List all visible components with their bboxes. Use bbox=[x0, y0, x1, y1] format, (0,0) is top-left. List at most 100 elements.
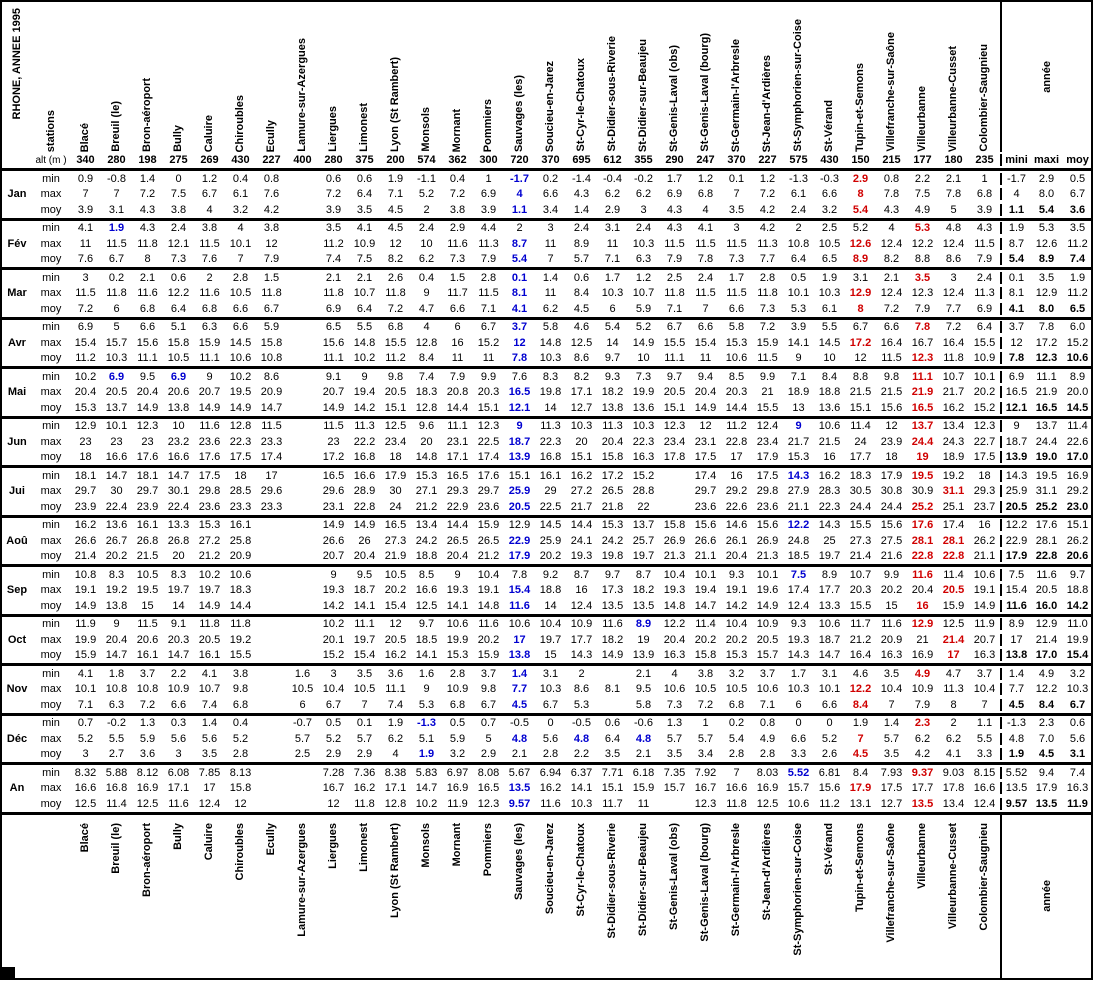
temp-cell: 26.6 bbox=[74, 534, 97, 547]
temp-cell: 7.5 bbox=[170, 188, 187, 201]
temp-cell: 10.6 bbox=[756, 683, 779, 696]
temp-cell: 6.6 bbox=[542, 188, 559, 201]
table-row: min 4.1 1.8 3.7 2.2 4.1 3.8 1.6 3 3.5 3.6 1.6 2.8 3.7… bbox=[2, 666, 1091, 682]
temp-cell: 11.5 bbox=[137, 618, 158, 631]
temp-cell: 26 bbox=[358, 534, 371, 547]
temp-cell: 17.9 bbox=[880, 469, 903, 482]
temp-cell: 11.5 bbox=[695, 237, 716, 250]
temp-cell: 11.1 bbox=[137, 352, 158, 365]
temp-cell: 4 bbox=[237, 222, 244, 235]
temp-cell: 9.9 bbox=[883, 568, 900, 581]
station-footer: Villefranche-sur-Saône bbox=[876, 815, 907, 978]
temp-cell: 6.5 bbox=[325, 321, 342, 334]
summary-cell: 9.7 bbox=[1069, 568, 1086, 581]
temp-cell: 14.4 bbox=[229, 599, 252, 612]
temp-cell: 6.9 bbox=[666, 188, 683, 201]
station-header: Colombier-Saugnieu bbox=[969, 2, 1000, 152]
temp-cell: 19.5 bbox=[911, 469, 934, 482]
temp-cell: 0.4 bbox=[418, 271, 435, 284]
temp-cell: 11.7 bbox=[447, 287, 468, 300]
table-row: min 10.2 6.9 9.5 6.9 9 10.2 8.6 9.1 9 9.8 7.4 7.9 9.9… bbox=[2, 369, 1091, 385]
temp-cell: 12.9 bbox=[74, 420, 97, 433]
temp-cell: 8.13 bbox=[229, 766, 252, 779]
temp-cell: 25.7 bbox=[632, 534, 655, 547]
table-row: min 8.32 5.88 8.12 6.08 7.85 8.13 7.28 7.36 8.38 5… bbox=[2, 765, 1091, 781]
temp-cell: 17.4 bbox=[942, 519, 965, 532]
temp-cell: 12.4 bbox=[756, 420, 779, 433]
temp-cell: 6.6 bbox=[697, 321, 714, 334]
row-type-label: max bbox=[40, 336, 62, 349]
temp-cell: 6 bbox=[795, 698, 802, 711]
temp-cell: 25.9 bbox=[539, 534, 562, 547]
temp-cell: 8.1 bbox=[604, 683, 621, 696]
temp-cell: 6 bbox=[609, 302, 616, 315]
temp-cell: 3.6 bbox=[387, 667, 404, 680]
temp-cell: 8 bbox=[857, 302, 864, 315]
station-alt: 150 bbox=[851, 154, 870, 166]
temp-cell: 1.4 bbox=[883, 717, 900, 730]
temp-cell: 14.8 bbox=[415, 451, 438, 464]
temp-cell: 7.1 bbox=[387, 188, 404, 201]
annee-label: année bbox=[1041, 61, 1053, 93]
temp-cell: 19.1 bbox=[725, 584, 748, 597]
temp-cell: 21 bbox=[916, 633, 929, 646]
temp-cell: 3.9 bbox=[480, 203, 497, 216]
temp-cell: 24.8 bbox=[787, 534, 810, 547]
temp-cell: 3.8 bbox=[449, 203, 466, 216]
temp-cell: 15 bbox=[544, 649, 557, 662]
temp-cell: 6.8 bbox=[976, 188, 993, 201]
summary-cell: 20.0 bbox=[1066, 386, 1089, 399]
temp-cell: 0.8 bbox=[263, 172, 280, 185]
station-alt: 269 bbox=[200, 154, 219, 166]
summary-cell: 5.4 bbox=[1038, 203, 1055, 216]
temp-cell: 18.5 bbox=[415, 633, 438, 646]
temp-cell: 20 bbox=[575, 435, 588, 448]
annee-footer-cell: année bbox=[1000, 814, 1093, 978]
temp-cell: 3.2 bbox=[821, 203, 838, 216]
temp-cell: 18.9 bbox=[787, 386, 810, 399]
temp-cell: 6.5 bbox=[821, 253, 838, 266]
temp-cell: 17.7 bbox=[818, 584, 841, 597]
temp-cell: 14.9 bbox=[322, 401, 345, 414]
table-row: Oct max 19.9 20.4 20.6 20.3 20.5 19.2 20.1 19.7 20… bbox=[2, 632, 1091, 648]
temp-cell: 16.2 bbox=[570, 469, 593, 482]
temp-cell: -0.3 bbox=[820, 172, 839, 185]
temp-cell: 0.8 bbox=[883, 172, 900, 185]
temp-cell: 5.5 bbox=[976, 732, 993, 745]
station-name: Monsols bbox=[420, 822, 432, 868]
temp-cell: 12 bbox=[885, 420, 898, 433]
temp-cell: 1.1 bbox=[511, 203, 528, 216]
temp-cell: 19.7 bbox=[539, 633, 562, 646]
summary-cell: 20.5 bbox=[1000, 500, 1031, 513]
temp-cell: 14.8 bbox=[539, 336, 562, 349]
temp-cell: 14.2 bbox=[322, 599, 345, 612]
temp-cell: 12.3 bbox=[477, 797, 500, 810]
month-label: Jun bbox=[7, 435, 27, 448]
temp-cell: 17.5 bbox=[880, 782, 903, 795]
station-header: Lamure-sur-Azergues bbox=[287, 2, 318, 152]
temp-cell: 1.3 bbox=[666, 717, 683, 730]
temp-cell: 13.1 bbox=[849, 797, 872, 810]
station-name: Blacé bbox=[79, 122, 91, 152]
temp-cell: 21.3 bbox=[663, 550, 686, 563]
temp-cell: 29 bbox=[544, 485, 557, 498]
temp-cell: 14.7 bbox=[167, 469, 190, 482]
temp-cell: 13.8 bbox=[105, 599, 128, 612]
temp-cell: 14.9 bbox=[601, 649, 624, 662]
temp-cell: 14.2 bbox=[353, 401, 376, 414]
temp-cell: 5.4 bbox=[728, 732, 745, 745]
temp-cell: 23.4 bbox=[663, 435, 686, 448]
temp-cell: 4.1 bbox=[77, 667, 94, 680]
temp-cell: 9.57 bbox=[508, 797, 531, 810]
station-alt: 430 bbox=[231, 154, 250, 166]
temp-cell: 22.2 bbox=[353, 435, 376, 448]
temp-cell: 16.5 bbox=[446, 469, 469, 482]
temp-cell: -1.1 bbox=[417, 172, 436, 185]
temp-cell: 10 bbox=[172, 420, 185, 433]
temp-cell: 28.3 bbox=[818, 485, 841, 498]
temp-cell: 0.5 bbox=[325, 717, 342, 730]
station-footer: Mornant bbox=[442, 815, 473, 978]
temp-cell: 15.1 bbox=[663, 401, 686, 414]
temp-cell: 22 bbox=[637, 500, 650, 513]
